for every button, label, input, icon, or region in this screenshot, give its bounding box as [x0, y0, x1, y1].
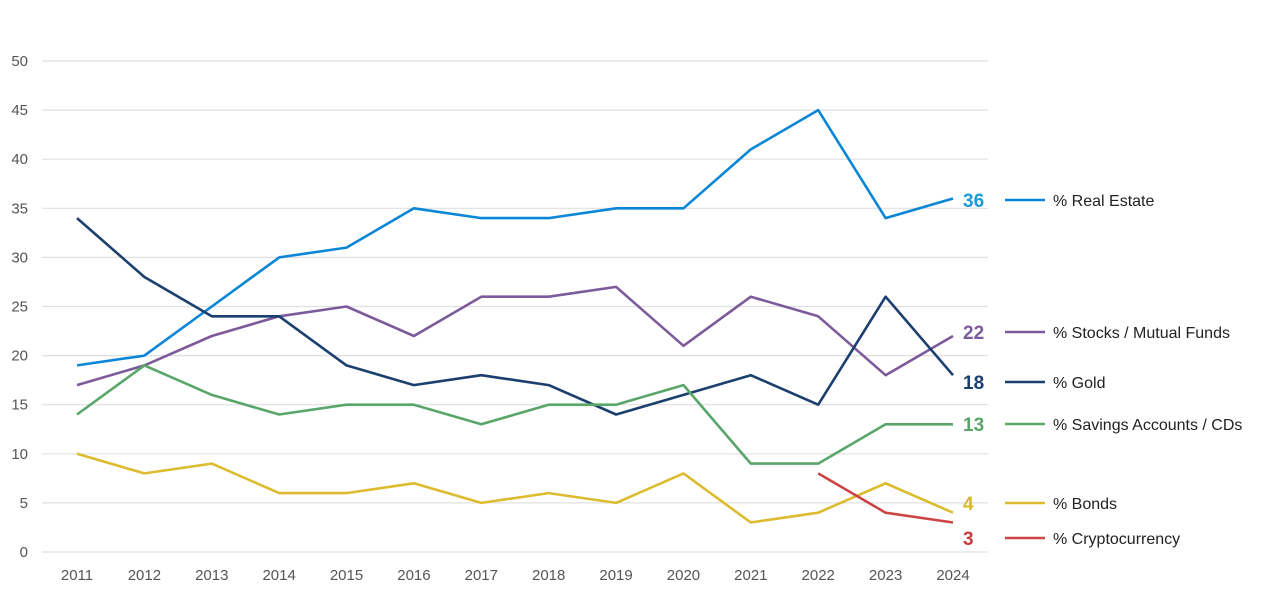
x-tick-label: 2018: [532, 567, 565, 584]
y-tick-label: 15: [11, 397, 28, 414]
y-tick-label: 0: [20, 544, 28, 561]
x-tick-label: 2011: [61, 567, 93, 584]
legend-label: % Bonds: [1053, 496, 1117, 513]
series-lines: [76, 108, 954, 524]
x-tick-label: 2019: [599, 567, 632, 584]
x-tick-label: 2024: [936, 567, 969, 584]
x-tick-label: 2014: [262, 567, 295, 584]
x-tick-label: 2012: [128, 567, 161, 584]
y-tick-label: 50: [11, 53, 28, 70]
y-tick-label: 10: [11, 446, 28, 463]
x-tick-label: 2022: [802, 567, 835, 584]
x-tick-label: 2020: [667, 567, 700, 584]
end-value-label: 13: [963, 415, 984, 436]
y-tick-label: 45: [11, 102, 28, 119]
y-tick-label: 5: [20, 495, 28, 512]
x-axis-ticks: 2011 2012 2013 2014 2015 2016 2017 2018 2019 2020…: [61, 567, 970, 584]
y-tick-label: 25: [11, 299, 28, 316]
end-value-label: 4: [963, 494, 974, 515]
end-value-label: 22: [963, 323, 984, 344]
gridlines: [42, 60, 988, 553]
series-line-0: [76, 108, 954, 367]
y-axis-ticks: 0 5 10 15 20 25 30 35 40 45 50: [11, 53, 28, 561]
y-tick-label: 35: [11, 200, 28, 217]
legend-label: % Savings Accounts / CDs: [1053, 417, 1242, 434]
legend: % Real Estate % Stocks / Mutual Funds % Go…: [1005, 193, 1242, 548]
end-value-labels: 36 22 18 13 4 3: [963, 191, 984, 550]
series-line-4: [76, 452, 954, 524]
x-tick-label: 2023: [869, 567, 902, 584]
x-tick-label: 2013: [195, 567, 228, 584]
end-value-label: 3: [963, 529, 974, 550]
series-line-1: [76, 285, 954, 387]
y-tick-label: 30: [11, 249, 28, 266]
series-line-3: [76, 364, 953, 465]
y-tick-label: 20: [11, 348, 28, 365]
end-value-label: 18: [963, 373, 984, 394]
y-tick-label: 40: [11, 151, 28, 168]
series-line-2: [76, 217, 954, 416]
legend-label: % Stocks / Mutual Funds: [1053, 325, 1230, 342]
end-value-label: 36: [963, 191, 984, 212]
x-tick-label: 2016: [397, 567, 430, 584]
x-tick-label: 2015: [330, 567, 363, 584]
legend-label: % Real Estate: [1053, 193, 1154, 210]
x-tick-label: 2017: [465, 567, 498, 584]
x-tick-label: 2021: [734, 567, 767, 584]
series-line-5: [817, 472, 954, 524]
legend-label: % Gold: [1053, 375, 1105, 392]
legend-label: % Cryptocurrency: [1053, 531, 1180, 548]
